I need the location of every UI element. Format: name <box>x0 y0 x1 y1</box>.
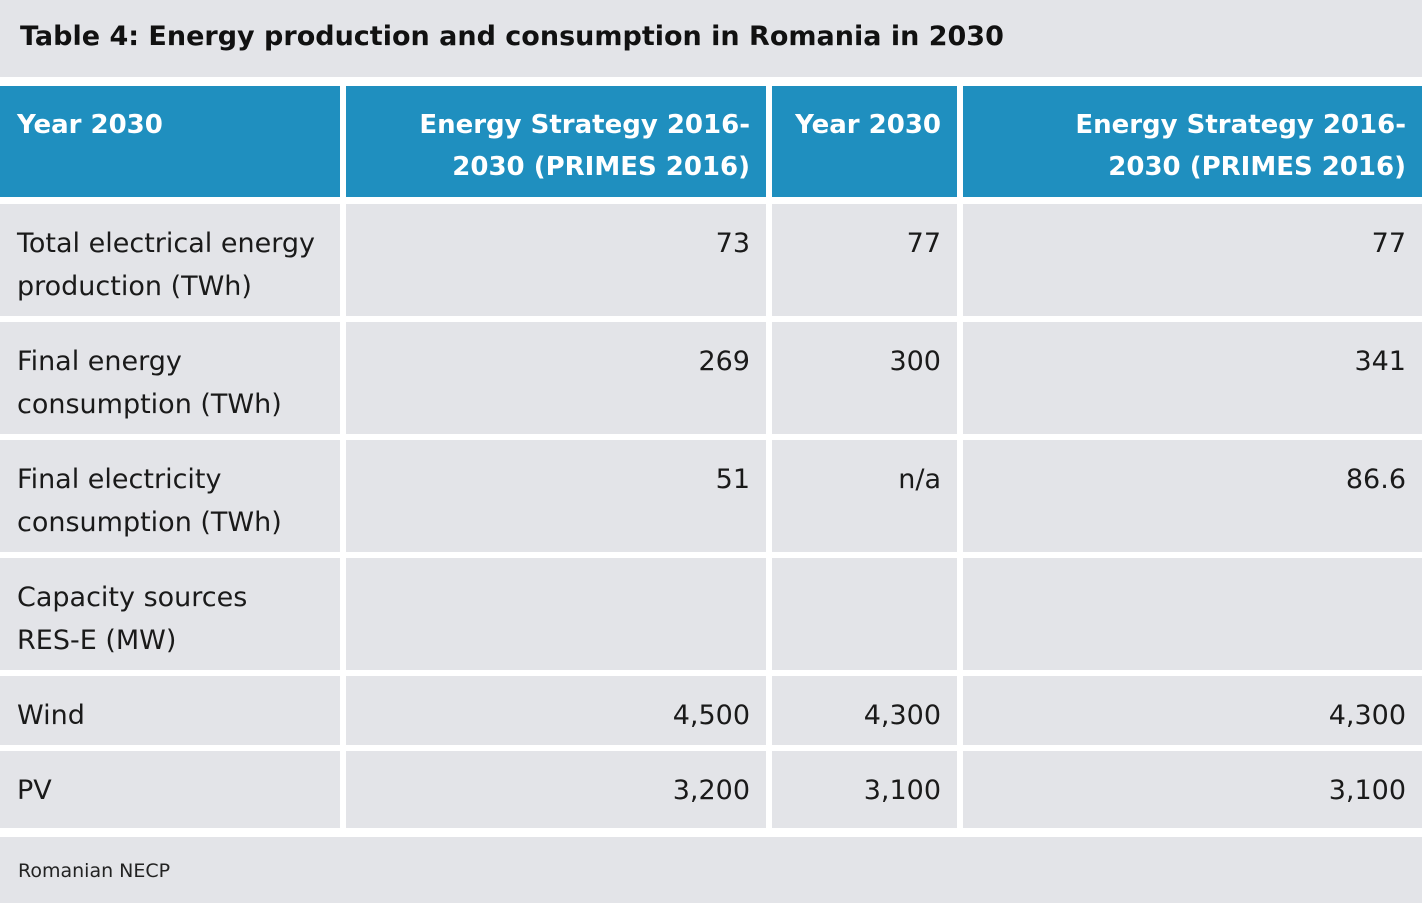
cell-value: 3,200 <box>672 775 750 806</box>
header-label: Year 2030 <box>795 110 941 140</box>
table-row-label: PV <box>0 751 340 828</box>
table-cell <box>772 558 957 670</box>
header-label: Energy Strategy 2016-2030 (PRIMES 2016) <box>1075 110 1406 182</box>
table-cell <box>963 558 1422 670</box>
row-label: PV <box>17 775 52 806</box>
table-cell: 341 <box>963 322 1422 434</box>
table-row-label: Wind <box>0 676 340 745</box>
table-cell: 300 <box>772 322 957 434</box>
cell-value: 4,300 <box>863 700 941 731</box>
table-cell: 77 <box>963 204 1422 316</box>
row-label: Capacity sources RES-E (MW) <box>17 582 248 656</box>
table-cell: 3,200 <box>346 751 766 828</box>
table-cell: 86.6 <box>963 440 1422 552</box>
table-cell: 3,100 <box>772 751 957 828</box>
header-label: Energy Strategy 2016-2030 (PRIMES 2016) <box>419 110 750 182</box>
table-title: Table 4: Energy production and consumpti… <box>20 21 1004 52</box>
header-cell-energy-strategy-a: Energy Strategy 2016-2030 (PRIMES 2016) <box>346 86 766 197</box>
row-label: Final electricity consumption (TWh) <box>17 464 282 538</box>
header-cell-year-2030-a: Year 2030 <box>0 86 340 197</box>
header-cell-energy-strategy-b: Energy Strategy 2016-2030 (PRIMES 2016) <box>963 86 1422 197</box>
cell-value: 341 <box>1354 346 1406 377</box>
table-row-label: Final electricity consumption (TWh) <box>0 440 340 552</box>
cell-value: 77 <box>906 228 941 259</box>
row-label: Total electrical energy production (TWh) <box>17 228 315 302</box>
cell-value: 269 <box>698 346 750 377</box>
table-row-label: Final energy consumption (TWh) <box>0 322 340 434</box>
table-cell: 269 <box>346 322 766 434</box>
table-title-bar <box>0 0 1422 77</box>
cell-value: 3,100 <box>863 775 941 806</box>
table-cell: 73 <box>346 204 766 316</box>
table-cell: 4,500 <box>346 676 766 745</box>
cell-value: n/a <box>898 464 941 495</box>
table-cell: 51 <box>346 440 766 552</box>
cell-value: 4,500 <box>672 700 750 731</box>
table-row-label: Total electrical energy production (TWh) <box>0 204 340 316</box>
header-label: Year 2030 <box>17 110 163 140</box>
table-cell <box>346 558 766 670</box>
row-label: Final energy consumption (TWh) <box>17 346 282 420</box>
cell-value: 86.6 <box>1345 464 1406 495</box>
table-cell: 4,300 <box>772 676 957 745</box>
source-note: Romanian NECP <box>18 860 171 882</box>
table-cell: 3,100 <box>963 751 1422 828</box>
header-cell-year-2030-b: Year 2030 <box>772 86 957 197</box>
cell-value: 300 <box>889 346 941 377</box>
table-cell: 77 <box>772 204 957 316</box>
cell-value: 4,300 <box>1328 700 1406 731</box>
cell-value: 73 <box>715 228 750 259</box>
table-cell: n/a <box>772 440 957 552</box>
cell-value: 3,100 <box>1328 775 1406 806</box>
table-cell: 4,300 <box>963 676 1422 745</box>
source-bar <box>0 837 1422 903</box>
cell-value: 51 <box>715 464 750 495</box>
table-row-label: Capacity sources RES-E (MW) <box>0 558 340 670</box>
cell-value: 77 <box>1371 228 1406 259</box>
row-label: Wind <box>17 700 85 731</box>
